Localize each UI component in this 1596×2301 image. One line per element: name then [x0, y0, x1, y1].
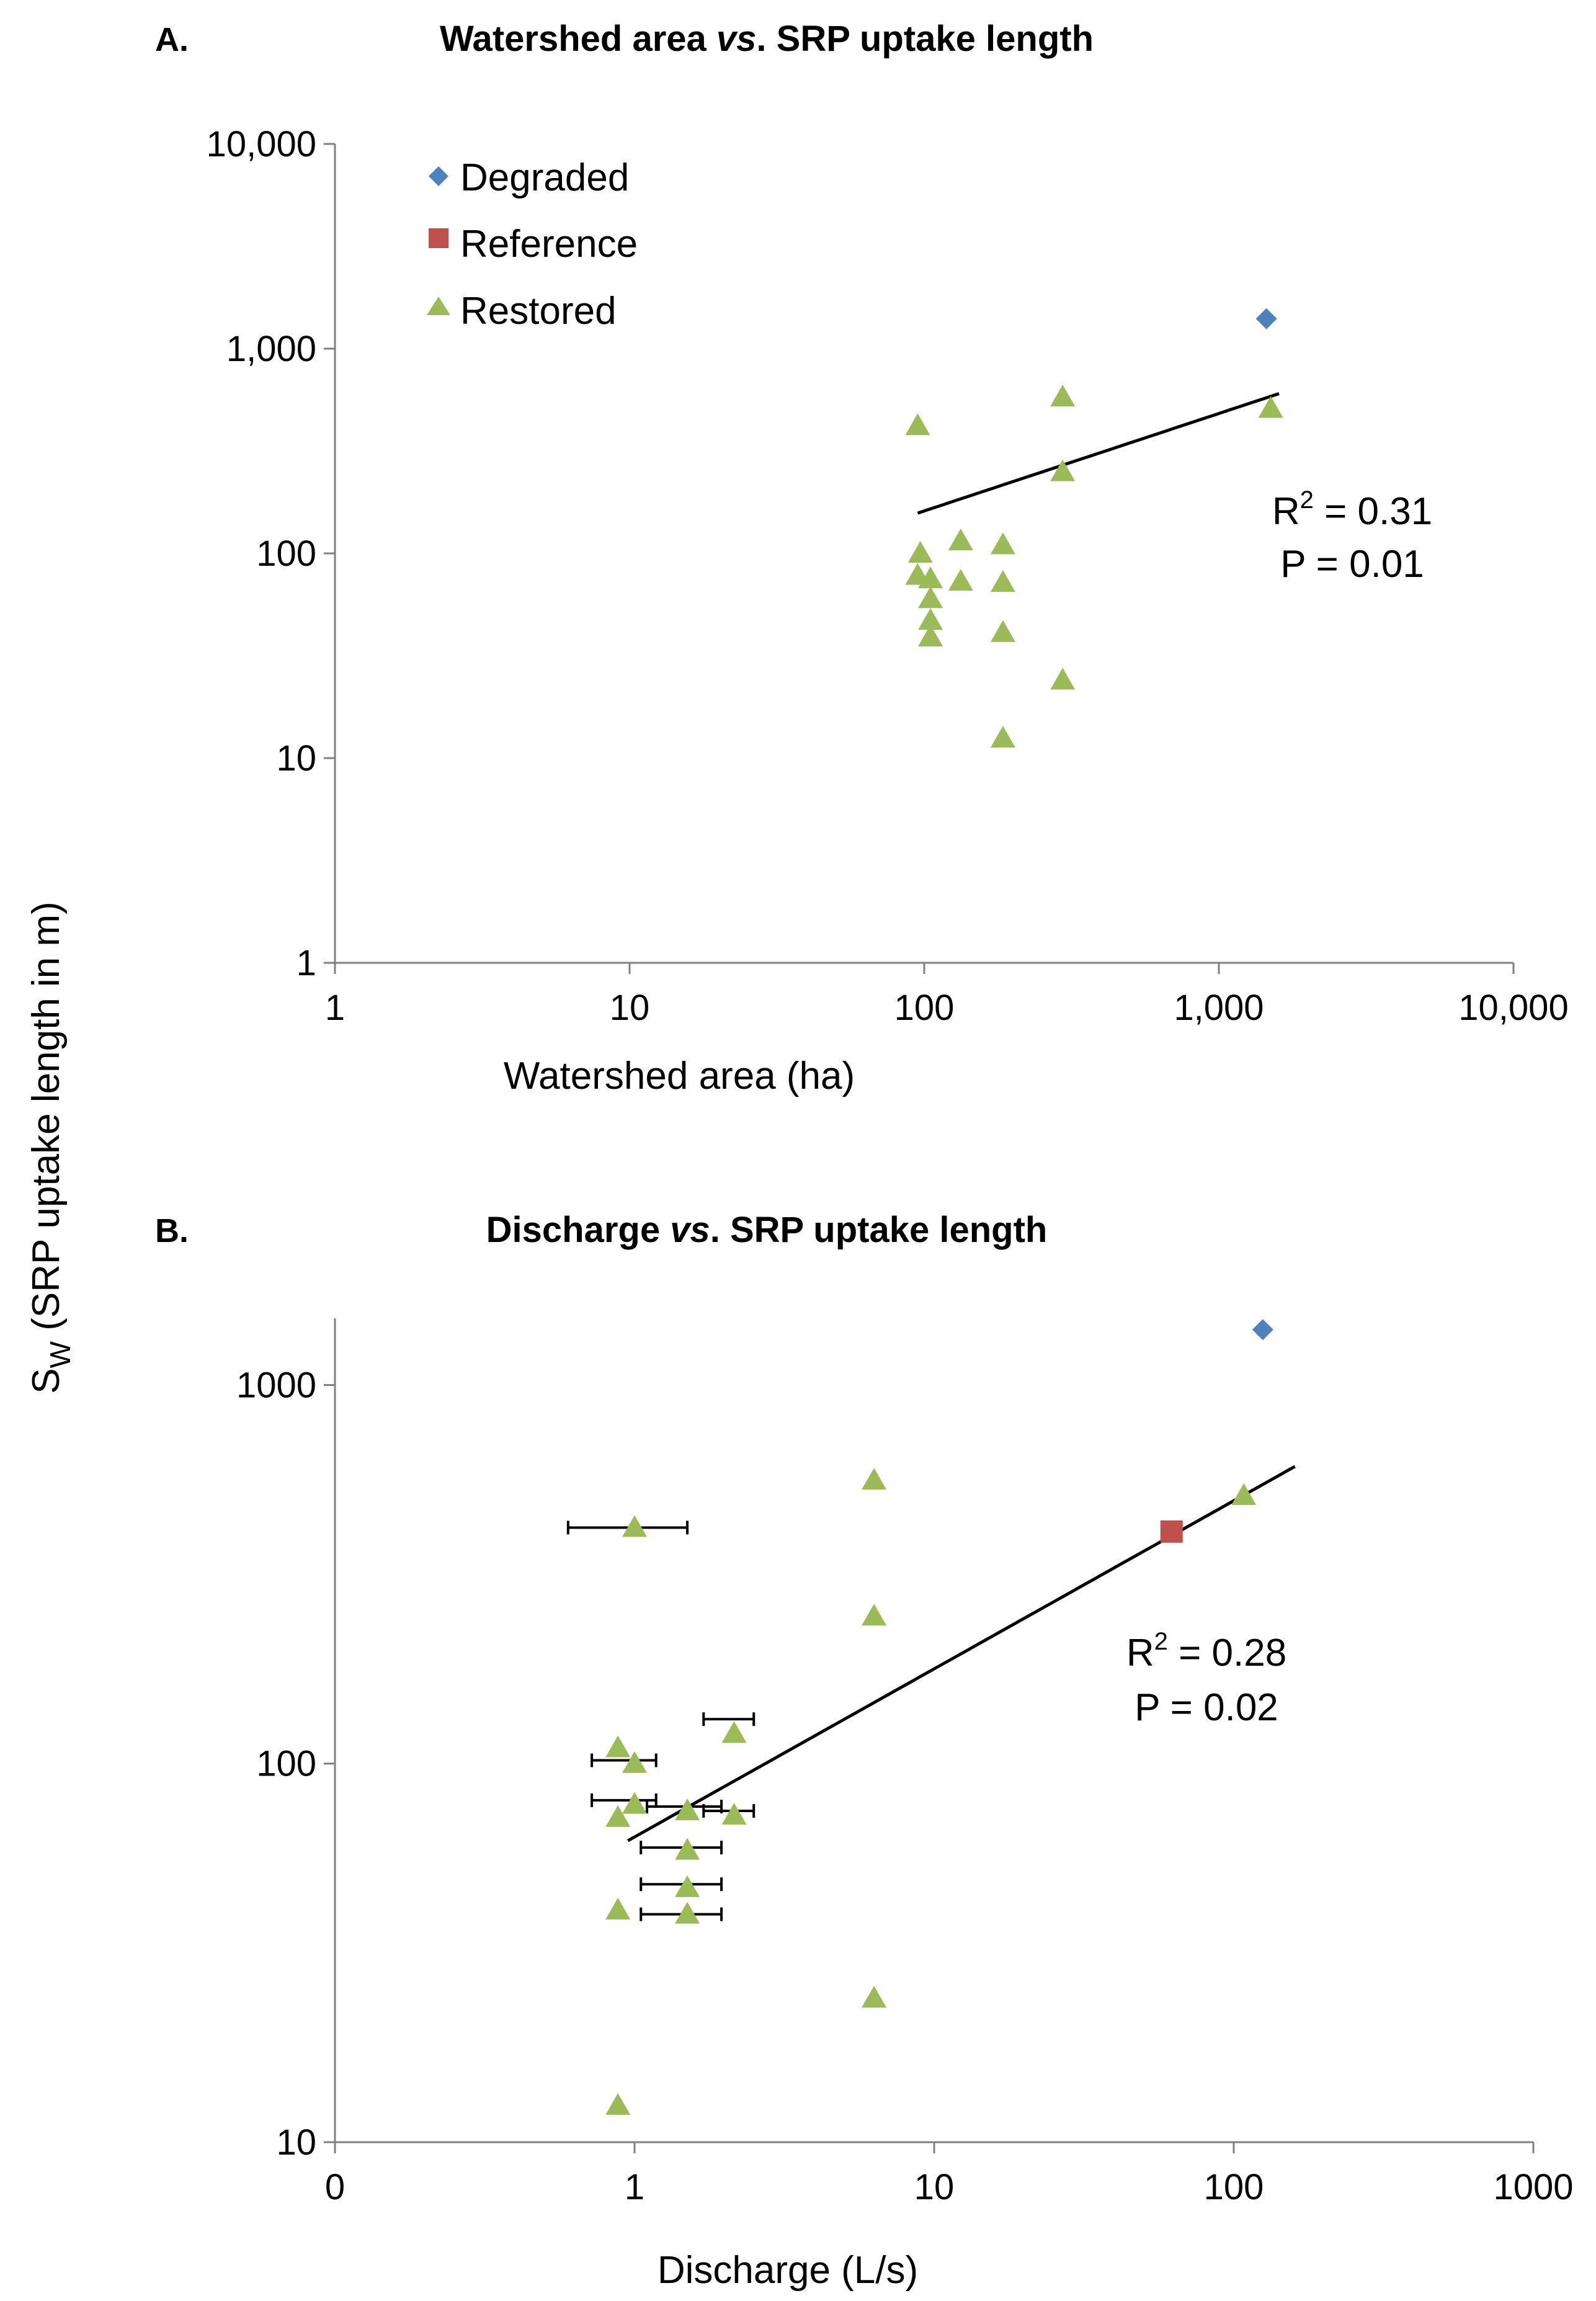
- panel-b-reference-point: [1160, 1520, 1183, 1543]
- panel-b-trendline: [626, 1465, 1296, 1843]
- panel-b-trendline-group: [626, 1465, 1296, 1843]
- panel-a-axes: 1 10 100 1,000 10,000 1 10 100 1,000 10,000: [207, 124, 1569, 1028]
- panel-b-chart: B. Discharge vs. SRP uptake length 0 1 10 1…: [155, 1210, 1574, 2292]
- panel-b-x-tick-label: 10: [914, 2167, 955, 2207]
- panel-b-x-tick-label: 0: [325, 2167, 345, 2207]
- legend-restored-marker: [427, 297, 450, 315]
- panel-a-restored-point: [1050, 459, 1076, 481]
- panel-b-restored-point: [862, 1985, 887, 2008]
- panel-a-marks: [905, 308, 1283, 748]
- panel-a-restored-point: [918, 624, 943, 646]
- panel-a-restored-point: [990, 726, 1015, 748]
- panel-a-x-tick-label: 10: [610, 988, 650, 1028]
- panel-b-restored-point: [605, 1805, 631, 1827]
- panel-b-error-bar: [591, 1753, 658, 1767]
- panel-b-error-bar: [702, 1803, 756, 1818]
- panel-a-label: A.: [155, 21, 189, 58]
- panel-b-restored-point: [605, 1735, 631, 1758]
- panel-b-degraded-point: [1252, 1319, 1273, 1341]
- panel-a-restored-point: [918, 566, 943, 589]
- panel-a-y-tick-label: 10,000: [207, 124, 316, 164]
- panel-b-error-bar: [702, 1712, 756, 1727]
- panel-a-r2-label: R2 = 0.31: [1272, 486, 1432, 533]
- panel-a-restored-point: [907, 541, 933, 563]
- panel-a-restored-point: [990, 532, 1015, 555]
- panel-b-title: Discharge vs. SRP uptake length: [486, 1210, 1048, 1250]
- panel-b-label: B.: [155, 1212, 189, 1249]
- panel-b-restored-point: [622, 1751, 647, 1773]
- panel-b-marks: [605, 1319, 1273, 2115]
- panel-b-y-tick-label: 10: [276, 2122, 316, 2163]
- panel-b-restored-point: [1231, 1483, 1257, 1505]
- panel-b-error-bar: [640, 1877, 723, 1892]
- panel-b-restored-point: [622, 1792, 647, 1814]
- panel-b-restored-point: [622, 1515, 647, 1537]
- panel-b-restored-point: [721, 1721, 747, 1743]
- panel-b-x-tick-label: 1: [625, 2167, 644, 2207]
- panel-a-x-tick-label: 10,000: [1458, 988, 1568, 1028]
- panel-b-restored-point: [675, 1875, 700, 1897]
- panel-a-y-tick-label: 10: [276, 738, 316, 779]
- panel-a-restored-point: [918, 586, 943, 609]
- panel-b-restored-point: [605, 1898, 631, 1920]
- panel-b-error-bar: [640, 1841, 723, 1855]
- panel-b-restored-point: [605, 2093, 631, 2115]
- panel-b-restored-point: [675, 1798, 700, 1820]
- panel-a-restored-point: [990, 570, 1015, 592]
- panel-b-y-tick-label: 100: [256, 1744, 316, 1784]
- panel-b-restored-point: [675, 1901, 700, 1924]
- legend-degraded-marker: [429, 166, 448, 186]
- panel-b-x-tick-label: 100: [1204, 2167, 1264, 2207]
- legend: Degraded Reference Restored: [427, 156, 638, 333]
- panel-b-error-bars: [566, 1521, 756, 1921]
- panel-b-restored-point: [721, 1803, 747, 1825]
- legend-reference-marker: [429, 228, 448, 248]
- panel-a-x-tick-label: 1: [325, 988, 345, 1028]
- panel-b-restored-point: [862, 1604, 887, 1626]
- panel-b-restored-point: [675, 1838, 700, 1860]
- panel-a-restored-point: [1050, 668, 1076, 690]
- panel-a-y-tick-label: 1: [296, 943, 316, 983]
- panel-a-x-axis-title: Watershed area (ha): [504, 1055, 855, 1097]
- panel-b-x-tick-label: 1000: [1493, 2167, 1573, 2207]
- panel-a-restored-point: [990, 620, 1015, 642]
- panel-a-restored-point: [1050, 385, 1076, 407]
- y-axis-title: SW (SRP uptake length in m): [25, 901, 76, 1394]
- panel-a-p-label: P = 0.01: [1280, 543, 1424, 586]
- legend-restored-label: Restored: [460, 290, 617, 333]
- panel-b-restored-point: [862, 1468, 887, 1490]
- panel-b-r2-label: R2 = 0.28: [1126, 1628, 1286, 1674]
- legend-degraded-label: Degraded: [460, 156, 629, 199]
- panel-a-trendline-group: [917, 392, 1280, 515]
- panel-a-restored-point: [948, 528, 973, 550]
- panel-a-y-tick-label: 1,000: [226, 329, 316, 369]
- panel-a-chart: A. Watershed area vs. SRP uptake length …: [155, 19, 1569, 1097]
- panel-a-y-tick-label: 100: [256, 534, 316, 574]
- panel-a-x-tick-label: 100: [894, 988, 955, 1028]
- panel-b-y-tick-label: 1000: [236, 1365, 316, 1405]
- panel-a-degraded-point: [1255, 308, 1277, 329]
- panel-a-x-tick-label: 1,000: [1174, 988, 1264, 1028]
- panel-b-x-axis-title: Discharge (L/s): [658, 2249, 918, 2292]
- panel-a-restored-point: [918, 608, 943, 630]
- panel-a-restored-point: [905, 413, 930, 436]
- legend-reference-label: Reference: [460, 223, 638, 266]
- panel-a-trendline: [917, 392, 1280, 515]
- panel-b-error-bar: [591, 1793, 658, 1807]
- panel-a-restored-point: [948, 569, 973, 591]
- panel-a-restored-point: [1258, 396, 1283, 418]
- panel-b-p-label: P = 0.02: [1135, 1686, 1278, 1729]
- panel-a-title: Watershed area vs. SRP uptake length: [440, 19, 1094, 59]
- panel-b-axes: 0 1 10 100 1000 10 100 1000: [236, 1318, 1574, 2207]
